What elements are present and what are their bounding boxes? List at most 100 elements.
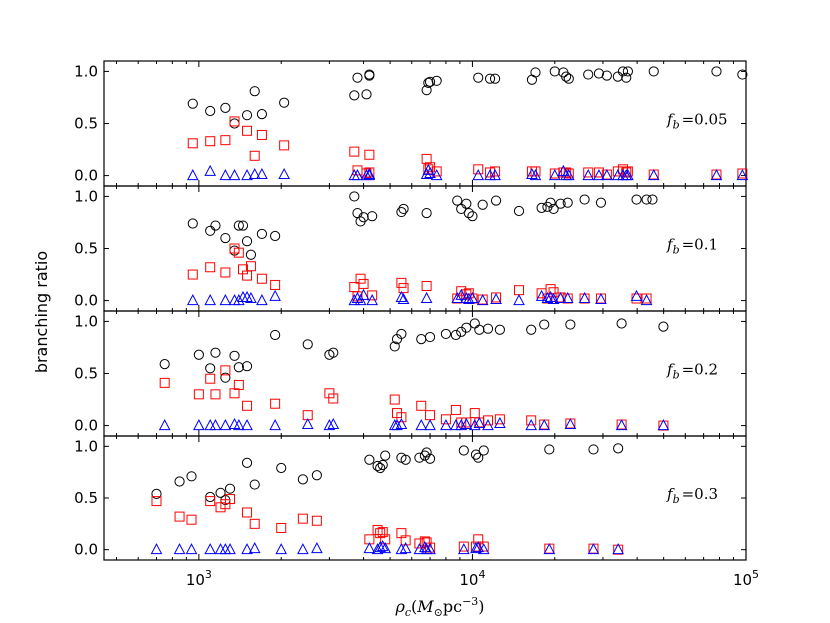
triangle-marker bbox=[736, 169, 749, 181]
square-marker bbox=[421, 281, 432, 291]
square-marker bbox=[588, 543, 599, 554]
circle-marker bbox=[224, 483, 236, 494]
circle-marker bbox=[215, 487, 226, 498]
triangle-marker bbox=[554, 291, 567, 303]
circle-marker bbox=[423, 77, 434, 88]
circle-marker bbox=[421, 447, 432, 458]
triangle-marker bbox=[630, 289, 643, 301]
circle-marker bbox=[186, 471, 197, 482]
circle-marker bbox=[549, 66, 560, 77]
triangle-marker bbox=[204, 164, 217, 176]
triangle-marker bbox=[484, 169, 496, 181]
circle-marker bbox=[536, 202, 547, 213]
circle-marker bbox=[737, 69, 748, 80]
square-marker bbox=[440, 414, 451, 425]
square-marker bbox=[648, 169, 659, 180]
square-marker bbox=[355, 273, 366, 284]
triangle-marker bbox=[327, 417, 340, 430]
square-marker bbox=[187, 269, 198, 280]
triangle-marker bbox=[269, 289, 281, 301]
circle-marker bbox=[421, 207, 432, 219]
triangle-marker bbox=[228, 169, 241, 181]
triangle-marker bbox=[578, 291, 591, 303]
circle-marker bbox=[494, 324, 505, 335]
triangle-marker bbox=[275, 543, 288, 555]
y-tick-label: 0.5 bbox=[74, 240, 98, 258]
square-marker bbox=[270, 398, 281, 409]
circle-marker bbox=[241, 110, 253, 121]
square-marker bbox=[396, 412, 407, 423]
circle-marker bbox=[270, 329, 281, 341]
triangle-marker bbox=[476, 294, 489, 306]
triangle-marker bbox=[472, 169, 485, 181]
circle-marker bbox=[458, 445, 469, 456]
circle-marker bbox=[484, 73, 496, 84]
square-marker bbox=[328, 393, 339, 404]
triangle-marker bbox=[399, 542, 412, 554]
circle-marker bbox=[648, 66, 659, 77]
triangle-marker bbox=[482, 419, 494, 431]
triangle-marker bbox=[363, 542, 376, 554]
square-marker bbox=[491, 292, 502, 303]
triangle-marker bbox=[311, 542, 323, 554]
circle-marker bbox=[477, 199, 488, 210]
circle-marker bbox=[461, 322, 472, 333]
triangle-marker bbox=[374, 541, 387, 553]
square-marker bbox=[398, 283, 409, 294]
triangle-marker bbox=[424, 543, 436, 555]
circle-marker bbox=[452, 195, 463, 206]
square-marker bbox=[530, 166, 541, 177]
square-marker bbox=[186, 514, 197, 525]
square-marker bbox=[220, 365, 231, 376]
square-marker bbox=[256, 273, 267, 284]
square-marker bbox=[233, 247, 244, 258]
circle-marker bbox=[375, 462, 386, 474]
circle-marker bbox=[358, 212, 369, 223]
square-marker bbox=[425, 410, 436, 421]
circle-marker bbox=[241, 361, 253, 372]
triangle-marker bbox=[564, 417, 577, 430]
circle-marker bbox=[245, 249, 257, 260]
circle-marker bbox=[241, 457, 253, 468]
triangle-marker bbox=[450, 419, 462, 431]
triangle-marker bbox=[376, 539, 389, 552]
circle-marker bbox=[364, 454, 375, 465]
triangle-marker bbox=[593, 169, 605, 181]
x-axis-label: ρc(M⊙pc−3) bbox=[394, 595, 484, 619]
square-marker bbox=[616, 419, 627, 430]
triangle-marker bbox=[214, 543, 227, 555]
triangle-marker bbox=[204, 419, 217, 431]
square-marker bbox=[469, 408, 480, 419]
y-tick-label: 0.5 bbox=[74, 115, 98, 133]
triangle-marker bbox=[535, 289, 548, 301]
triangle-marker bbox=[158, 419, 171, 431]
triangle-marker bbox=[391, 419, 403, 431]
triangle-marker bbox=[219, 419, 232, 431]
square-marker bbox=[205, 373, 216, 384]
circle-marker bbox=[380, 450, 391, 461]
panels-group: 0.0 0.5 1.0 fb =0.05 0.0 0.5 1.0 fb =0.1 0.0 0.5 1.0… bbox=[74, 60, 759, 589]
square-marker bbox=[205, 262, 216, 273]
circle-marker bbox=[414, 452, 425, 463]
square-marker bbox=[421, 537, 432, 548]
panel-label: fb =0.05 bbox=[666, 110, 728, 131]
triangle-marker bbox=[489, 169, 501, 181]
circle-marker bbox=[539, 319, 550, 330]
circle-marker bbox=[424, 453, 436, 464]
square-marker bbox=[297, 513, 308, 524]
triangle-marker bbox=[543, 543, 556, 555]
square-marker bbox=[494, 414, 505, 425]
y-tick-label: 0.0 bbox=[74, 541, 98, 559]
square-marker bbox=[242, 400, 253, 411]
triangle-marker bbox=[640, 294, 653, 306]
circle-marker bbox=[622, 66, 633, 77]
circle-marker bbox=[583, 69, 594, 80]
triangle-marker bbox=[228, 417, 241, 430]
square-marker bbox=[242, 507, 253, 518]
circle-marker bbox=[612, 71, 623, 82]
square-marker bbox=[396, 277, 407, 288]
x-tick-label: 105 bbox=[733, 568, 759, 589]
square-marker bbox=[416, 400, 427, 411]
y-tick-label: 0.5 bbox=[74, 489, 98, 507]
circle-marker bbox=[579, 194, 590, 205]
